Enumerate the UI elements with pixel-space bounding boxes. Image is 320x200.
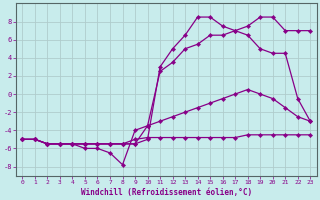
X-axis label: Windchill (Refroidissement éolien,°C): Windchill (Refroidissement éolien,°C) [81, 188, 252, 197]
